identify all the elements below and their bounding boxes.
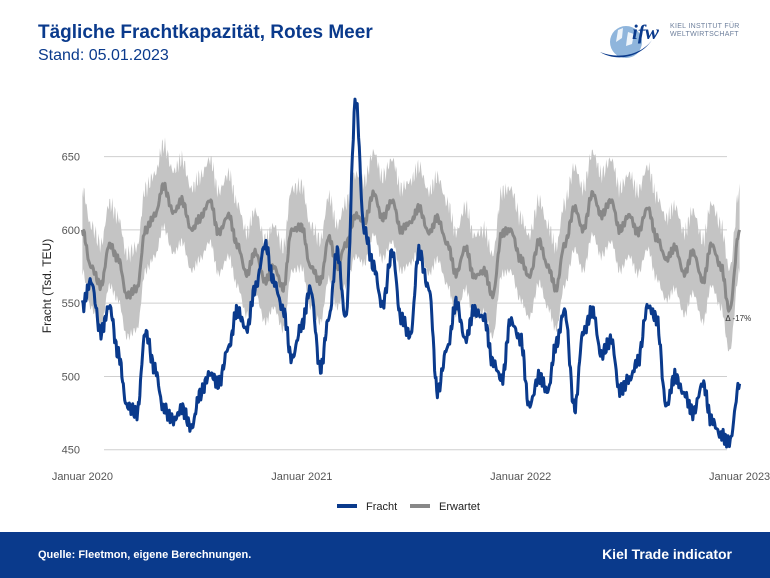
x-tick-label: Januar 2022 (490, 471, 551, 483)
logo-institute-name: KIEL INSTITUT FÜR WELTWIRTSCHAFT (670, 23, 740, 39)
chart-title: Tägliche Frachtkapazität, Rotes Meer (38, 22, 373, 43)
freight-chart: 450 500 550 600 650 Januar 2020 Januar 2021 Jan… (40, 97, 770, 513)
x-tick-label: Januar 2023 (709, 471, 770, 483)
legend: Fracht Erwartet (337, 501, 480, 513)
logo-mark: ifw (632, 20, 659, 44)
y-tick-label: 500 (62, 371, 80, 383)
x-tick-label: Januar 2020 (52, 471, 113, 483)
logo-line-1: KIEL INSTITUT FÜR (670, 23, 740, 30)
series-line-fracht (80, 97, 742, 449)
legend-label-fracht: Fracht (366, 501, 397, 513)
chart-annotation: Δ -17% (725, 314, 751, 323)
footer-bar: Quelle: Fleetmon, eigene Berechnungen. K… (0, 532, 770, 578)
y-tick-label: 600 (62, 225, 80, 237)
y-tick-label: 650 (62, 152, 80, 164)
series-line-erwartet (80, 181, 742, 313)
axis-tick-labels: 450 500 550 600 650 Januar 2020 Januar 2021 Jan… (52, 152, 770, 483)
x-tick-label: Januar 2021 (271, 471, 332, 483)
kiel-trade-indicator-label: Kiel Trade indicator (602, 546, 732, 562)
ifw-logo: ifw KIEL INSTITUT FÜR WELTWIRTSCHAFT (596, 18, 746, 68)
y-tick-label: 550 (62, 298, 80, 310)
expected-range-band (82, 137, 740, 352)
expected-band (82, 137, 740, 352)
y-axis-label: Fracht (Tsd. TEU) (40, 239, 54, 333)
legend-label-erwartet: Erwartet (439, 501, 480, 513)
logo-line-2: WELTWIRTSCHAFT (670, 31, 739, 38)
series-lines (80, 97, 742, 449)
source-note: Quelle: Fleetmon, eigene Berechnungen. (38, 549, 252, 561)
chart-subtitle: Stand: 05.01.2023 (38, 47, 169, 64)
globe-swoosh-icon (600, 26, 652, 58)
y-tick-label: 450 (62, 445, 80, 457)
